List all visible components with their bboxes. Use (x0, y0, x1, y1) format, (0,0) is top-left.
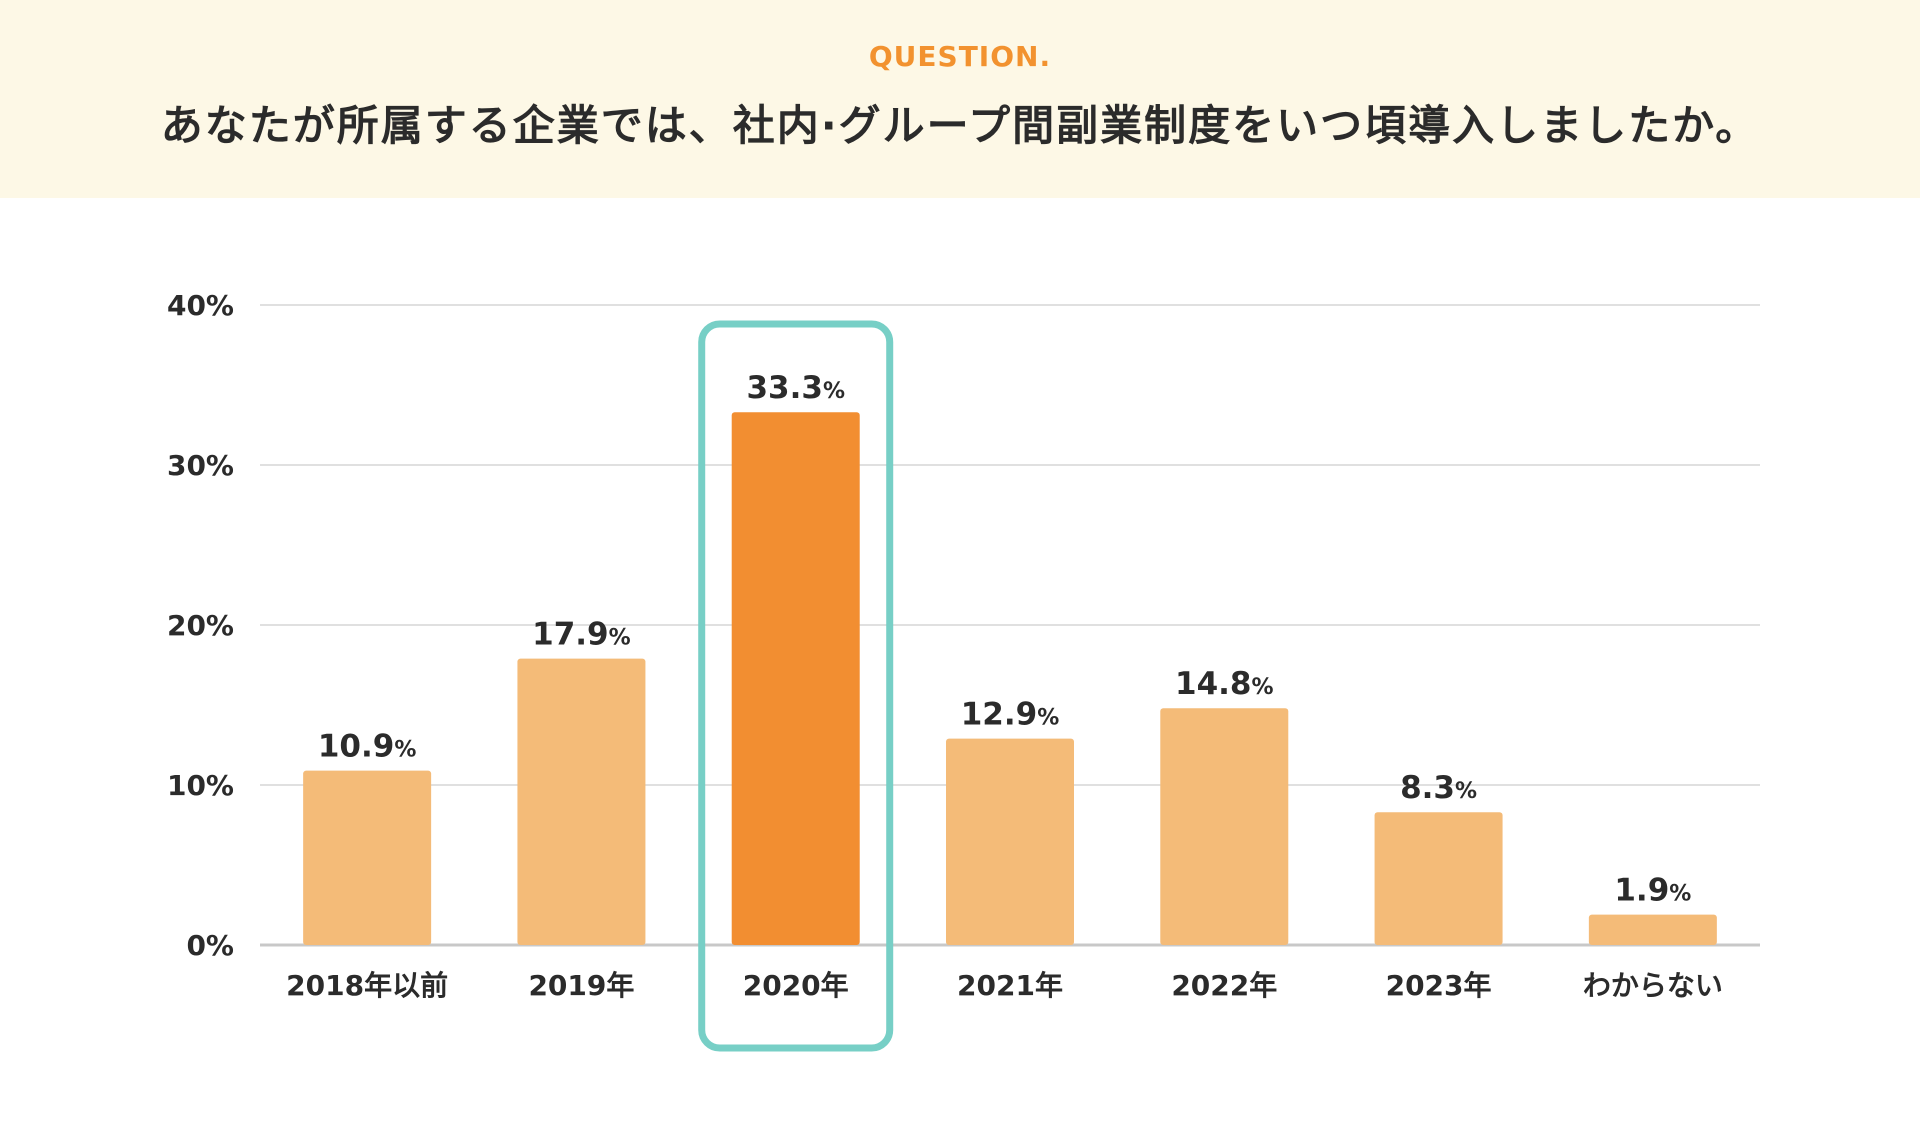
category-label: 2019年 (528, 969, 634, 1002)
bars (303, 412, 1717, 945)
value-label: 17.9% (532, 617, 631, 653)
bar-4 (946, 738, 1074, 945)
category-label: 2018年以前 (286, 969, 448, 1002)
category-label: 2023年 (1386, 969, 1492, 1002)
bar-5 (1160, 708, 1289, 945)
y-tick-label: 20% (167, 609, 234, 642)
y-tick-label: 0% (186, 929, 234, 962)
highlight-frame-group (698, 320, 894, 1052)
category-labels: 2018年以前 2019年 2020年 2021年 2022年 2023年 わからない (286, 969, 1723, 1002)
bar-2 (517, 658, 646, 945)
bar-6 (1374, 812, 1503, 945)
category-label: わからない (1583, 969, 1723, 1002)
bar-1 (303, 770, 432, 945)
value-labels: 10.9% 17.9% 33.3% 12.9% 14.8% 8.3% 1.9% (318, 370, 1691, 908)
y-tick-label: 30% (167, 449, 234, 482)
value-label: 12.9% (961, 697, 1060, 733)
category-label: 2020年 (743, 969, 849, 1002)
value-label: 10.9% (318, 729, 417, 765)
grid-lines (260, 304, 1760, 947)
value-label: 33.3% (746, 370, 845, 406)
category-label: 2022年 (1171, 969, 1277, 1002)
value-label: 1.9% (1614, 873, 1691, 909)
category-label: 2021年 (957, 969, 1063, 1002)
question-label: QUESTION. (868, 40, 1052, 73)
y-axis-ticks: 0% 10% 20% 30% 40% (167, 289, 234, 962)
bar-7 (1588, 914, 1717, 945)
value-label: 14.8% (1175, 666, 1274, 702)
question-header: QUESTION. あなたが所属する企業では、社内·グループ間副業制度をいつ頃導… (0, 0, 1920, 198)
value-label: 8.3% (1400, 770, 1477, 806)
y-tick-label: 40% (167, 289, 234, 322)
question-title: あなたが所属する企業では、社内·グループ間副業制度をいつ頃導入しましたか。 (160, 101, 1760, 150)
highlight-frame (698, 320, 894, 1052)
bar-3 (731, 412, 860, 945)
y-tick-label: 10% (167, 769, 234, 802)
